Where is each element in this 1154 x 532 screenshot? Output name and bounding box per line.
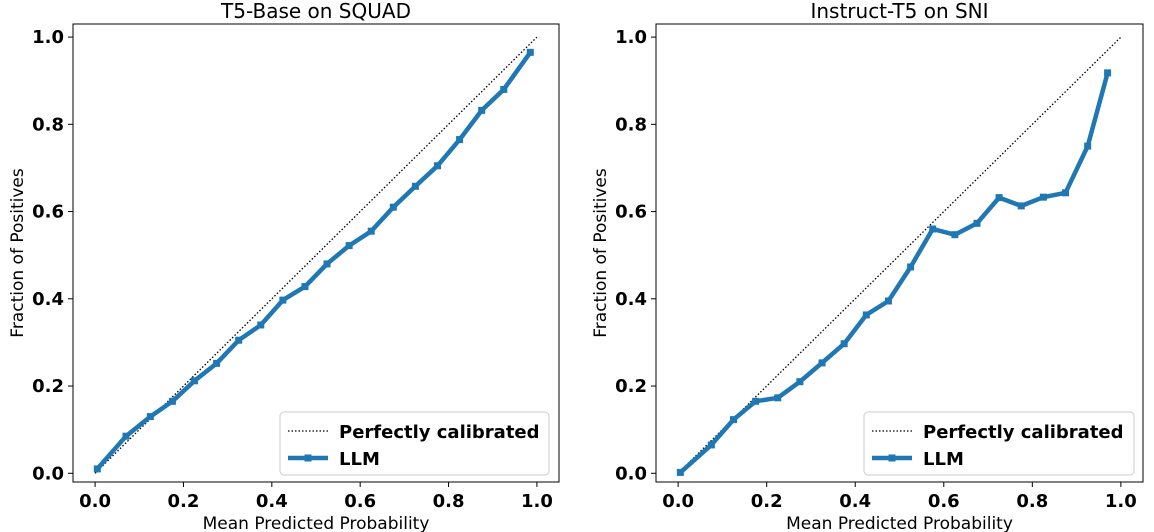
- llm-data-point: [345, 242, 353, 250]
- llm-data-point: [951, 231, 959, 239]
- legend: Perfectly calibrated LLM: [279, 411, 550, 476]
- llm-data-point: [191, 377, 198, 385]
- y-axis-label: Fraction of Positives: [8, 168, 28, 338]
- llm-data-point: [367, 227, 375, 235]
- y-tick-label: 1.0: [32, 27, 64, 48]
- llm-data-point: [1104, 69, 1112, 77]
- llm-data-point: [676, 468, 684, 476]
- x-tick-label: 0.8: [1016, 491, 1048, 512]
- llm-data-point: [478, 106, 486, 114]
- y-tick-label: 0.0: [32, 463, 64, 484]
- x-tick-label: 0.6: [344, 491, 376, 512]
- x-axis-label: Mean Predicted Probability: [786, 514, 1013, 532]
- llm-data-point: [500, 85, 508, 93]
- x-axis-label: Mean Predicted Probability: [203, 514, 430, 532]
- llm-data-point: [1017, 202, 1025, 210]
- llm-data-point: [235, 336, 243, 344]
- legend-swatch-llm-marker: [888, 454, 896, 462]
- llm-data-point: [93, 465, 101, 473]
- y-tick-label: 0.4: [615, 289, 647, 310]
- llm-data-point: [862, 311, 870, 319]
- legend-box: [279, 411, 550, 476]
- legend-label-llm: LLM: [923, 449, 964, 470]
- llm-series-line: [95, 51, 533, 471]
- llm-data-point: [929, 225, 937, 233]
- x-tick-label: 0.2: [168, 491, 200, 512]
- x-tick-label: 1.0: [521, 491, 553, 512]
- chart-title: Instruct-T5 on SNI: [810, 0, 988, 23]
- x-tick-label: 1.0: [1105, 491, 1137, 512]
- llm-data-point: [1062, 189, 1070, 197]
- llm-data-point: [526, 48, 534, 56]
- llm-data-point: [389, 203, 397, 211]
- x-tick-label: 0.4: [839, 491, 871, 512]
- llm-data-point: [301, 283, 309, 291]
- legend-label-perfect: Perfectly calibrated: [923, 422, 1124, 443]
- x-tick-label: 0.6: [928, 491, 960, 512]
- llm-data-point: [434, 162, 441, 170]
- legend-label-llm: LLM: [339, 449, 380, 470]
- x-tick-label: 0.0: [662, 491, 694, 512]
- llm-data-point: [729, 416, 737, 424]
- llm-data-point: [411, 182, 419, 190]
- legend-label-perfect: Perfectly calibrated: [339, 422, 540, 443]
- llm-data-point: [279, 296, 287, 304]
- llm-data-point: [818, 359, 826, 367]
- llm-series-line: [678, 72, 1110, 475]
- y-tick-label: 0.2: [32, 376, 64, 397]
- legend-box: [863, 411, 1135, 476]
- llm-data-point: [168, 397, 176, 405]
- llm-data-point: [146, 413, 154, 421]
- llm-data-point: [1084, 142, 1092, 150]
- llm-data-point: [323, 260, 331, 268]
- llm-data-point: [840, 340, 848, 348]
- llm-data-point: [122, 432, 130, 440]
- y-axis-label: Fraction of Positives: [591, 168, 611, 338]
- y-tick-label: 1.0: [615, 27, 647, 48]
- llm-data-point: [1039, 193, 1047, 201]
- x-tick-label: 0.4: [256, 491, 288, 512]
- y-tick-label: 0.2: [615, 376, 647, 397]
- llm-data-point: [213, 359, 221, 367]
- axes-frame: [655, 23, 1144, 483]
- llm-data-point: [907, 263, 915, 271]
- y-tick-label: 0.8: [32, 114, 64, 135]
- llm-data-point: [884, 297, 892, 305]
- chart-panel-1: T5-Base on SQUAD 0.0 0.2 0.4 0.6 0.8 1.0 0.0 0.2…: [8, 0, 560, 532]
- x-tick-label: 0.0: [79, 491, 111, 512]
- llm-data-point: [995, 194, 1003, 202]
- y-tick-label: 0.8: [615, 114, 647, 135]
- llm-data-point: [774, 394, 782, 402]
- legend: Perfectly calibrated LLM: [863, 411, 1135, 476]
- x-tick-label: 0.8: [433, 491, 465, 512]
- axes-frame: [72, 23, 560, 483]
- y-tick-label: 0.4: [32, 289, 64, 310]
- chart-panel-2: Instruct-T5 on SNI 0.0 0.2 0.4 0.6 0.8 1.0 0.0 0…: [591, 0, 1144, 532]
- x-tick-label: 0.2: [751, 491, 783, 512]
- legend-swatch-llm-marker: [304, 454, 312, 462]
- llm-data-point: [456, 136, 464, 144]
- llm-data-point: [973, 219, 981, 227]
- y-tick-label: 0.6: [615, 202, 647, 223]
- y-tick-label: 0.6: [32, 202, 64, 223]
- llm-data-point: [796, 378, 804, 386]
- llm-data-point: [257, 321, 265, 329]
- chart-title: T5-Base on SQUAD: [220, 0, 411, 23]
- llm-data-point: [707, 441, 715, 449]
- y-tick-label: 0.0: [615, 463, 647, 484]
- llm-data-point: [752, 397, 760, 405]
